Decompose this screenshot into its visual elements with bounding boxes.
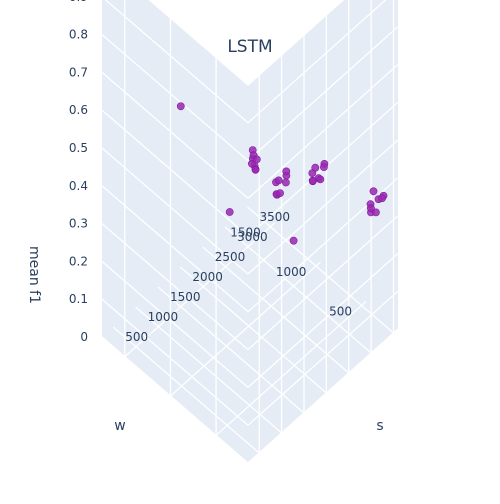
data-point	[369, 187, 378, 196]
gridline-z	[101, 147, 249, 275]
gridline-x	[179, 266, 327, 394]
gridline-x	[157, 286, 305, 414]
gridline-x	[247, 206, 394, 334]
gridline-x	[112, 326, 260, 454]
gridline-y	[215, 300, 367, 436]
chart-points	[176, 102, 388, 245]
data-point	[176, 102, 185, 111]
gridline-z	[101, 260, 249, 388]
gridline-x	[135, 306, 283, 434]
z-axis-title: mean f1	[26, 246, 42, 304]
data-point	[282, 167, 291, 176]
data-point	[311, 163, 320, 172]
gridline-z	[247, 328, 399, 464]
y-axis-title: w	[114, 418, 125, 434]
gridline-y	[170, 261, 321, 397]
data-point	[319, 163, 328, 171]
right-wall-pane	[248, 0, 398, 463]
z-tick-label: 0.6	[69, 103, 88, 117]
gridline-z	[101, 185, 249, 313]
gridline-x	[202, 246, 350, 374]
data-point	[247, 159, 256, 168]
x-tick-label: 3500	[260, 210, 291, 224]
x-tick-label: 1500	[170, 290, 201, 304]
data-point	[274, 176, 283, 185]
data-point	[276, 189, 284, 197]
z-tick-label: 0.2	[69, 254, 88, 268]
gridline-z	[247, 177, 399, 313]
x-axis-title: s	[376, 418, 383, 434]
gridline-z	[247, 0, 387, 124]
gridline-z	[148, 0, 249, 86]
z-tick-label: 0.5	[69, 141, 88, 155]
gridline-y	[124, 222, 276, 358]
y-tick-label: 500	[329, 304, 352, 318]
chart-title: LSTM	[227, 37, 272, 57]
x-tick-label: 1000	[148, 310, 179, 324]
x-tick-label: 500	[125, 330, 148, 344]
data-point	[289, 236, 298, 245]
gridline-x	[224, 226, 372, 354]
data-point	[251, 165, 260, 174]
gridline-z	[101, 34, 249, 162]
gridline-z	[247, 63, 399, 199]
x-tick-label: 2500	[215, 250, 246, 264]
gridline-z	[101, 336, 249, 464]
data-point	[225, 208, 234, 216]
data-point	[378, 194, 386, 203]
gridline-z	[101, 71, 249, 199]
data-point	[371, 208, 380, 217]
chart-tick-labels: 0 0.1 0.2 0.3 0.4 0.5 0.6 0.7 0.8 0.9 1500 1000 1500…	[69, 0, 352, 344]
z-tick-label: 0.3	[69, 217, 88, 231]
gridline-z	[104, 0, 249, 124]
gridline-z	[101, 109, 249, 237]
gridline-z	[101, 223, 249, 351]
z-tick-label: 0.1	[69, 292, 88, 306]
gridline-z	[247, 26, 399, 162]
gridline-z	[247, 139, 399, 275]
y-tick-label: 1000	[276, 265, 307, 279]
gridline-z	[101, 298, 249, 426]
z-tick-label: 0.8	[69, 28, 88, 42]
chart-panes	[102, 0, 398, 463]
x-tick-label: 3000	[237, 230, 268, 244]
data-point	[281, 178, 290, 187]
gridline-z	[247, 0, 345, 86]
z-tick-label: 0.4	[69, 179, 88, 193]
z-tick-label: 0.9	[69, 0, 88, 4]
x-tick-label: 2000	[192, 270, 223, 284]
gridline-z	[247, 215, 399, 351]
y-tick-label: 1500	[230, 226, 261, 240]
data-point	[316, 175, 325, 184]
data-point	[366, 204, 375, 213]
gridline-z	[247, 252, 399, 388]
left-wall-pane	[102, 0, 248, 463]
data-point	[252, 155, 261, 164]
z-tick-label: 0.7	[69, 65, 88, 79]
z-tick-label: 0	[80, 330, 88, 344]
gridline-z	[247, 290, 399, 426]
chart-gridlines	[101, 0, 399, 464]
